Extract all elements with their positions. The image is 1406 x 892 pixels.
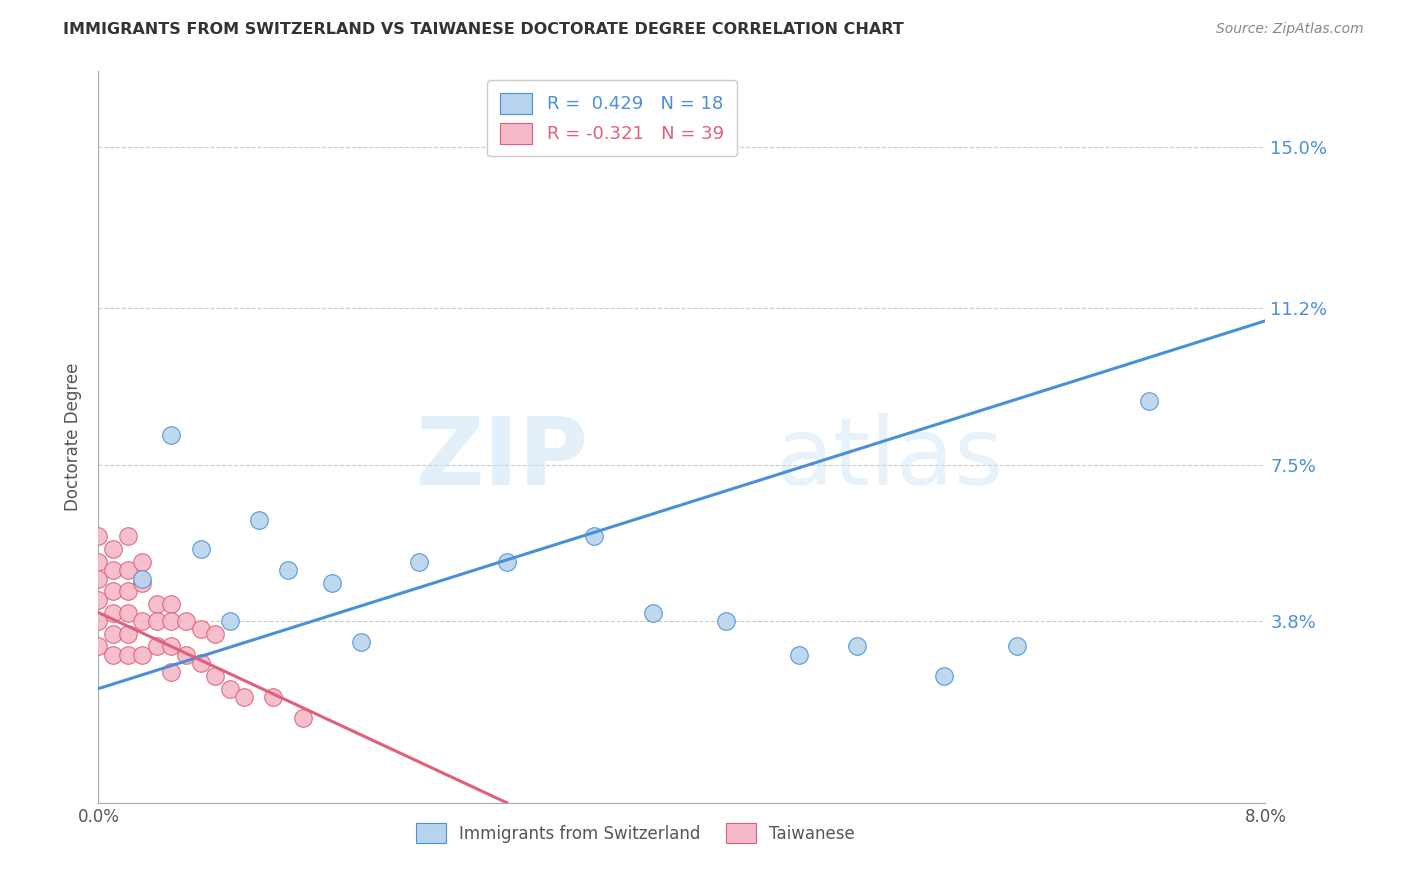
Text: Source: ZipAtlas.com: Source: ZipAtlas.com — [1216, 22, 1364, 37]
Point — [204, 626, 226, 640]
Text: atlas: atlas — [775, 413, 1004, 505]
Point — [190, 657, 212, 671]
Point — [146, 640, 169, 654]
Point — [101, 626, 124, 640]
Point — [146, 597, 169, 611]
Point — [101, 584, 124, 599]
Legend: Immigrants from Switzerland, Taiwanese: Immigrants from Switzerland, Taiwanese — [409, 817, 862, 849]
Point — [291, 711, 314, 725]
Point — [160, 428, 183, 442]
Point — [641, 606, 664, 620]
Point — [117, 626, 139, 640]
Point — [131, 576, 153, 591]
Point — [131, 555, 153, 569]
Text: IMMIGRANTS FROM SWITZERLAND VS TAIWANESE DOCTORATE DEGREE CORRELATION CHART: IMMIGRANTS FROM SWITZERLAND VS TAIWANESE… — [63, 22, 904, 37]
Point — [160, 640, 183, 654]
Point — [160, 597, 183, 611]
Point — [787, 648, 810, 662]
Point — [845, 640, 868, 654]
Point — [131, 614, 153, 628]
Point — [101, 606, 124, 620]
Point — [87, 555, 110, 569]
Point — [174, 648, 197, 662]
Point — [117, 606, 139, 620]
Point — [87, 614, 110, 628]
Point — [408, 555, 430, 569]
Point — [321, 576, 343, 591]
Point — [218, 614, 240, 628]
Point — [262, 690, 284, 705]
Point — [1137, 394, 1160, 409]
Point — [117, 529, 139, 543]
Point — [190, 542, 212, 557]
Y-axis label: Doctorate Degree: Doctorate Degree — [63, 363, 82, 511]
Point — [87, 640, 110, 654]
Point — [117, 563, 139, 577]
Point — [87, 592, 110, 607]
Point — [350, 635, 373, 649]
Point — [1007, 640, 1029, 654]
Point — [131, 572, 153, 586]
Point — [160, 665, 183, 679]
Point — [496, 555, 519, 569]
Point — [218, 681, 240, 696]
Point — [190, 623, 212, 637]
Point — [160, 614, 183, 628]
Point — [714, 614, 737, 628]
Point — [934, 669, 956, 683]
Point — [101, 648, 124, 662]
Point — [87, 529, 110, 543]
Point — [117, 584, 139, 599]
Point — [247, 512, 270, 526]
Point — [101, 542, 124, 557]
Point — [101, 563, 124, 577]
Text: ZIP: ZIP — [416, 413, 589, 505]
Point — [131, 648, 153, 662]
Point — [204, 669, 226, 683]
Point — [117, 648, 139, 662]
Point — [87, 572, 110, 586]
Point — [146, 614, 169, 628]
Point — [174, 614, 197, 628]
Point — [233, 690, 256, 705]
Point — [277, 563, 299, 577]
Point — [583, 529, 606, 543]
